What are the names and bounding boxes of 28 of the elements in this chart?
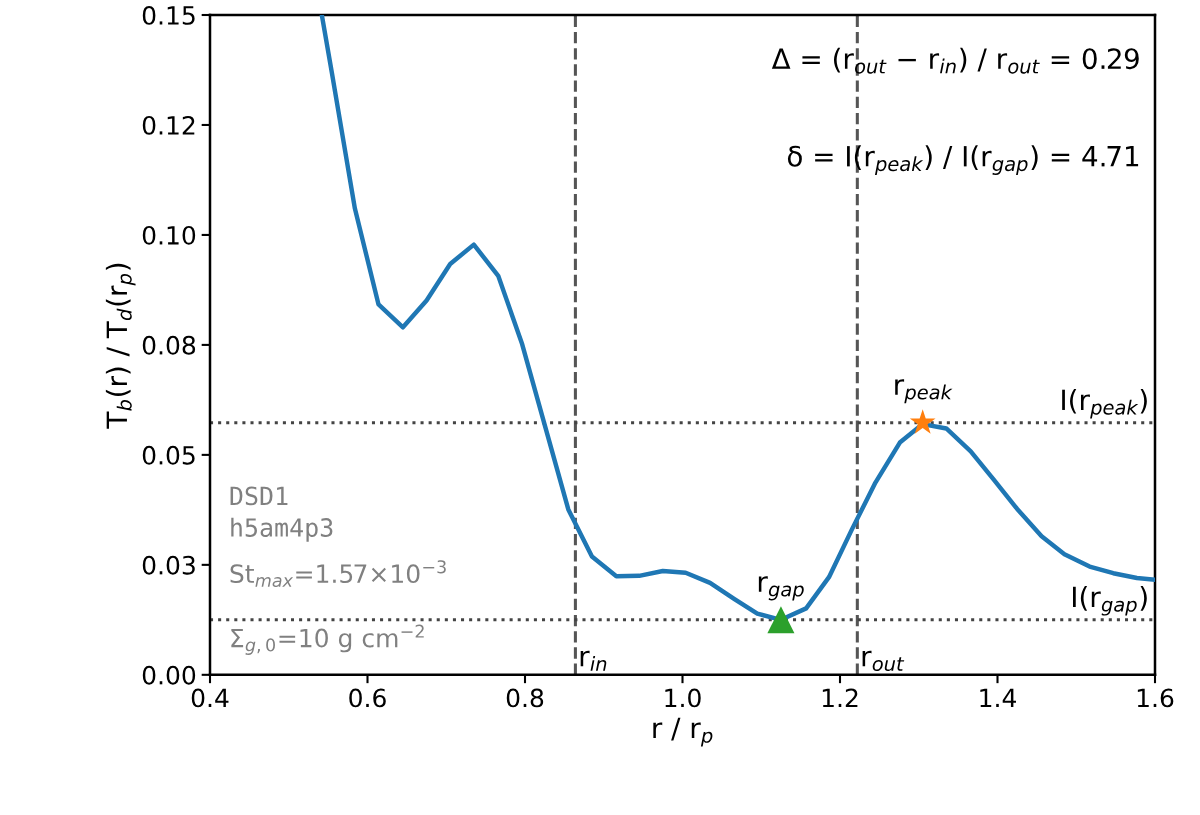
x-tick-label: 1.0	[665, 688, 701, 708]
y-tick-label: 0.08	[142, 335, 196, 355]
x-tick-label: 0.8	[506, 688, 544, 708]
annotation: h5am4p3	[231, 517, 333, 542]
y-tick-label: 0.10	[142, 225, 196, 245]
annotation: DSD1	[230, 486, 288, 506]
annotation: Σ$_{g,0}$=10 g cm$^{−2}$	[231, 624, 424, 655]
series-label: r$_{peak}$	[895, 379, 953, 404]
ref-line-label: r$_{in}$	[580, 650, 607, 671]
x-axis-title: r / r$_{p}$	[653, 717, 713, 747]
y-tick-label: 0.12	[142, 115, 195, 135]
y-axis-title: T$_{b}$(r) / T$_{d}$(r$_{p}$)	[105, 263, 136, 429]
x-tick-label: 1.2	[822, 688, 858, 708]
y-tick-label: 0.15	[142, 5, 195, 25]
ref-line-label: I(r$_{gap}$)	[1073, 585, 1147, 616]
y-tick-label: 0.03	[142, 555, 195, 575]
annotation: Δ = (r$_{out}$ − r$_{in}$) / r$_{out}$ = 0.29	[771, 47, 1139, 74]
x-tick-label: 0.6	[349, 688, 386, 708]
y-tick-label: 0.05	[142, 445, 195, 465]
series-label: r$_{gap}$	[758, 576, 804, 601]
x-tick-label: 0.4	[191, 688, 229, 708]
annotation: δ = I(r$_{peak}$) / I(r$_{gap}$) = 4.71	[787, 145, 1139, 175]
x-tick-label: 1.4	[980, 688, 1016, 708]
y-tick-label: 0.00	[142, 665, 196, 685]
ref-line-label: I(r$_{peak}$)	[1062, 388, 1147, 419]
ref-line-label: r$_{out}$	[862, 650, 905, 672]
annotation: St$_{max}$=1.57×10$^{−3}$	[230, 560, 446, 588]
x-tick-label: 1.6	[1137, 688, 1174, 708]
